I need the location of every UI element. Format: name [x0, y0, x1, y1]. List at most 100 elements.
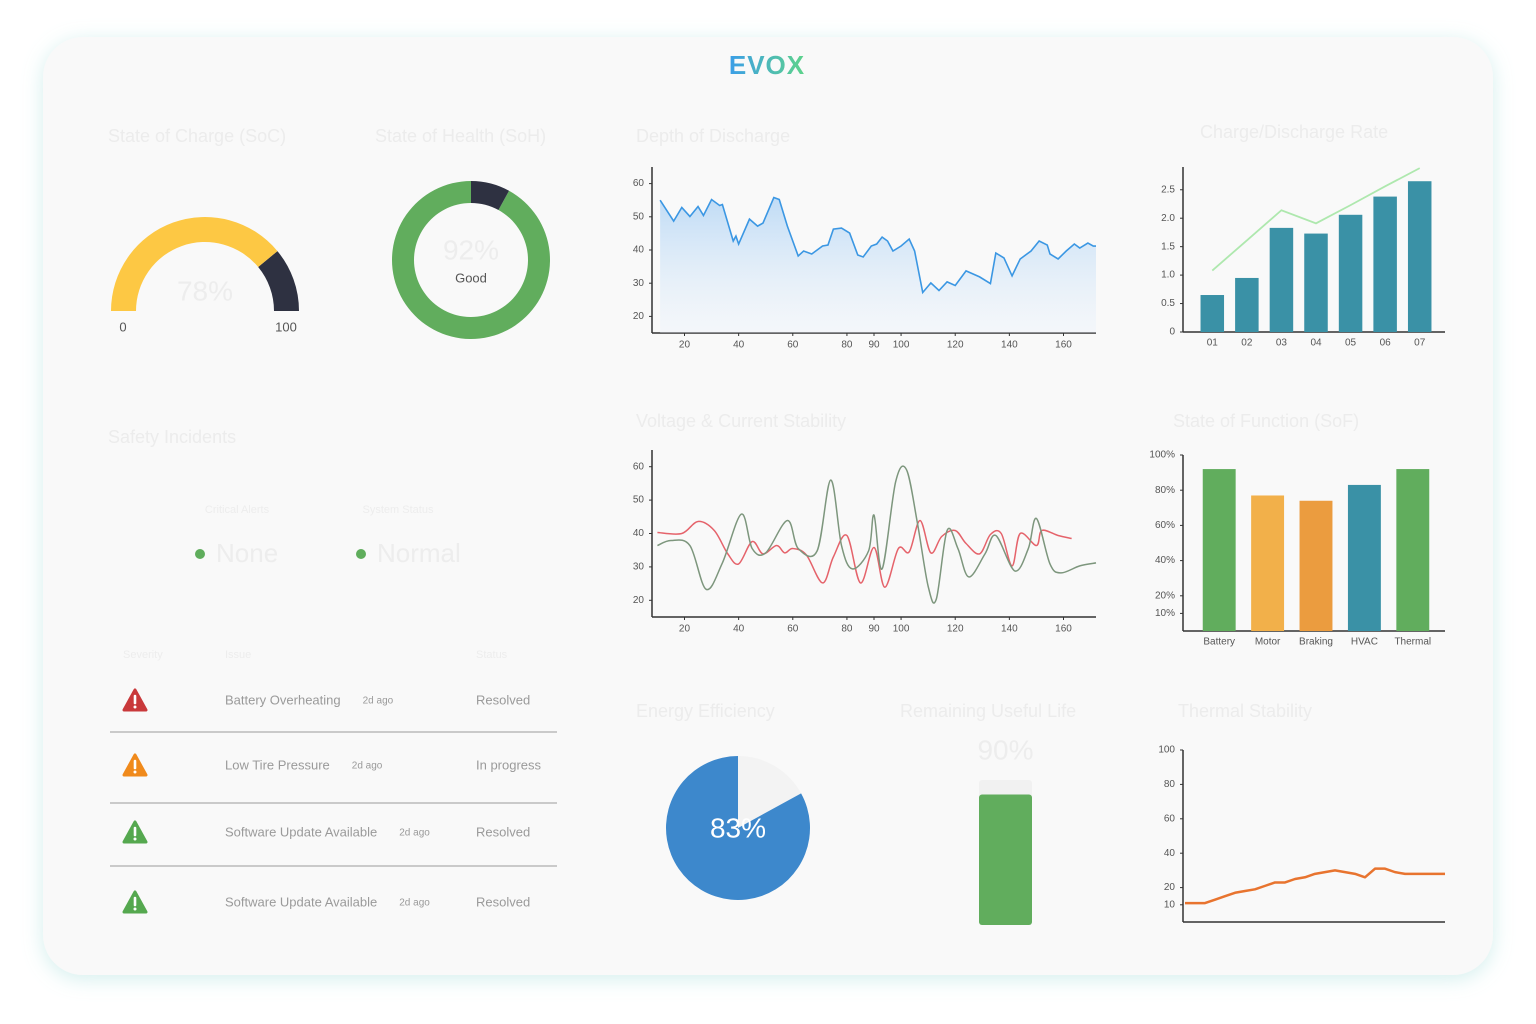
y-tick-label: 60 [633, 461, 645, 472]
x-tick-label: Braking [1299, 637, 1333, 648]
area-line [659, 196, 1096, 295]
summary-value: Normal [377, 538, 461, 568]
panel-title: Remaining Useful Life [900, 701, 1076, 721]
panel-title: State of Charge (SoC) [108, 126, 286, 146]
battery-value-label: 90% [977, 734, 1033, 765]
pie-value [666, 756, 810, 900]
pie-rest [738, 755, 802, 828]
bar [1304, 233, 1328, 332]
issue-time: 2d ago [399, 898, 430, 909]
x-tick-label: 120 [947, 340, 964, 351]
bar [1200, 295, 1225, 332]
bar [1299, 500, 1333, 631]
x-tick-label: 40 [733, 340, 745, 351]
pie-value-label: 83% [710, 812, 766, 843]
column-header: Issue [225, 649, 251, 661]
warning-icon [122, 753, 148, 777]
y-tick-label: 40% [1155, 555, 1175, 566]
x-tick-label: 20 [679, 624, 691, 635]
y-tick-label: 10% [1155, 608, 1175, 619]
panel-title: Thermal Stability [1178, 701, 1312, 721]
y-tick-label: 40 [1164, 848, 1176, 859]
donut-status: Good [455, 270, 487, 285]
bar [1338, 214, 1363, 332]
y-tick-label: 80% [1155, 485, 1175, 496]
y-tick-label: 0 [1169, 327, 1175, 338]
bar [1396, 469, 1430, 631]
gauge-track [258, 251, 299, 311]
y-tick-label: 100% [1149, 450, 1175, 461]
y-tick-label: 60 [1164, 813, 1176, 824]
x-tick-label: 80 [841, 624, 853, 635]
bar [1269, 227, 1294, 332]
bar [1373, 196, 1397, 332]
panel-title: Charge/Discharge Rate [1200, 122, 1388, 142]
column-header: Severity [123, 649, 163, 661]
warning-icon [122, 820, 148, 844]
x-tick-label: 60 [787, 624, 799, 635]
x-tick-label: 03 [1276, 338, 1288, 349]
x-tick-label: Motor [1255, 637, 1281, 648]
y-tick-label: 60% [1155, 520, 1175, 531]
donut-rest [471, 181, 510, 211]
y-tick-label: 2.0 [1161, 213, 1175, 224]
x-tick-label: 90 [868, 624, 880, 635]
bar [1407, 181, 1432, 332]
gauge-max-label: 100 [275, 319, 297, 334]
x-tick-label: 20 [679, 340, 691, 351]
y-tick-label: 50 [633, 495, 645, 506]
battery-level [979, 794, 1032, 925]
bar [1235, 277, 1259, 332]
issue-status: Resolved [476, 894, 530, 909]
x-tick-label: 80 [841, 340, 853, 351]
y-tick-label: 40 [633, 245, 645, 256]
summary-label: Critical Alerts [205, 504, 270, 516]
x-tick-label: 140 [1001, 624, 1018, 635]
y-tick-label: 2.5 [1161, 184, 1175, 195]
summary-label: System Status [363, 504, 434, 516]
issue-status: In progress [476, 757, 542, 772]
y-tick-label: 50 [633, 211, 645, 222]
y-tick-label: 100 [1158, 745, 1175, 756]
issue: Battery Overheating [225, 692, 341, 707]
status-dot [356, 549, 366, 559]
issue: Software Update Available [225, 894, 377, 909]
panel-title: Energy Efficiency [636, 701, 775, 721]
issue: Software Update Available [225, 824, 377, 839]
warning-icon [122, 688, 148, 712]
status-dot [195, 549, 205, 559]
x-tick-label: 60 [787, 340, 799, 351]
series-line [657, 519, 1072, 589]
x-tick-label: 07 [1414, 338, 1426, 349]
x-tick-label: 100 [893, 340, 910, 351]
gauge-value-label: 78% [177, 275, 233, 306]
issue-status: Resolved [476, 824, 530, 839]
x-tick-label: HVAC [1351, 637, 1378, 648]
bar [1347, 484, 1381, 631]
x-tick-label: 05 [1345, 338, 1357, 349]
y-tick-label: 20 [633, 311, 645, 322]
y-tick-label: 20 [1164, 882, 1176, 893]
warning-dot [133, 907, 137, 911]
x-tick-label: 100 [893, 624, 910, 635]
summary-value: None [216, 538, 278, 568]
bar [1202, 469, 1236, 631]
series-line [1185, 867, 1445, 905]
y-tick-label: 60 [633, 178, 645, 189]
warning-dot [133, 705, 137, 709]
brand: EVOX [729, 50, 805, 80]
column-header: Status [476, 649, 508, 661]
y-tick-label: 1.0 [1161, 270, 1175, 281]
gauge-value [111, 217, 278, 311]
y-tick-label: 30 [633, 562, 645, 573]
bar [1251, 495, 1285, 631]
issue: Low Tire Pressure [225, 757, 330, 772]
warning-dot [133, 770, 137, 774]
x-tick-label: 02 [1241, 338, 1253, 349]
donut-value-label: 92% [443, 234, 499, 265]
panel-title: State of Health (SoH) [375, 126, 546, 146]
x-tick-label: 160 [1055, 340, 1072, 351]
x-tick-label: 04 [1310, 338, 1322, 349]
